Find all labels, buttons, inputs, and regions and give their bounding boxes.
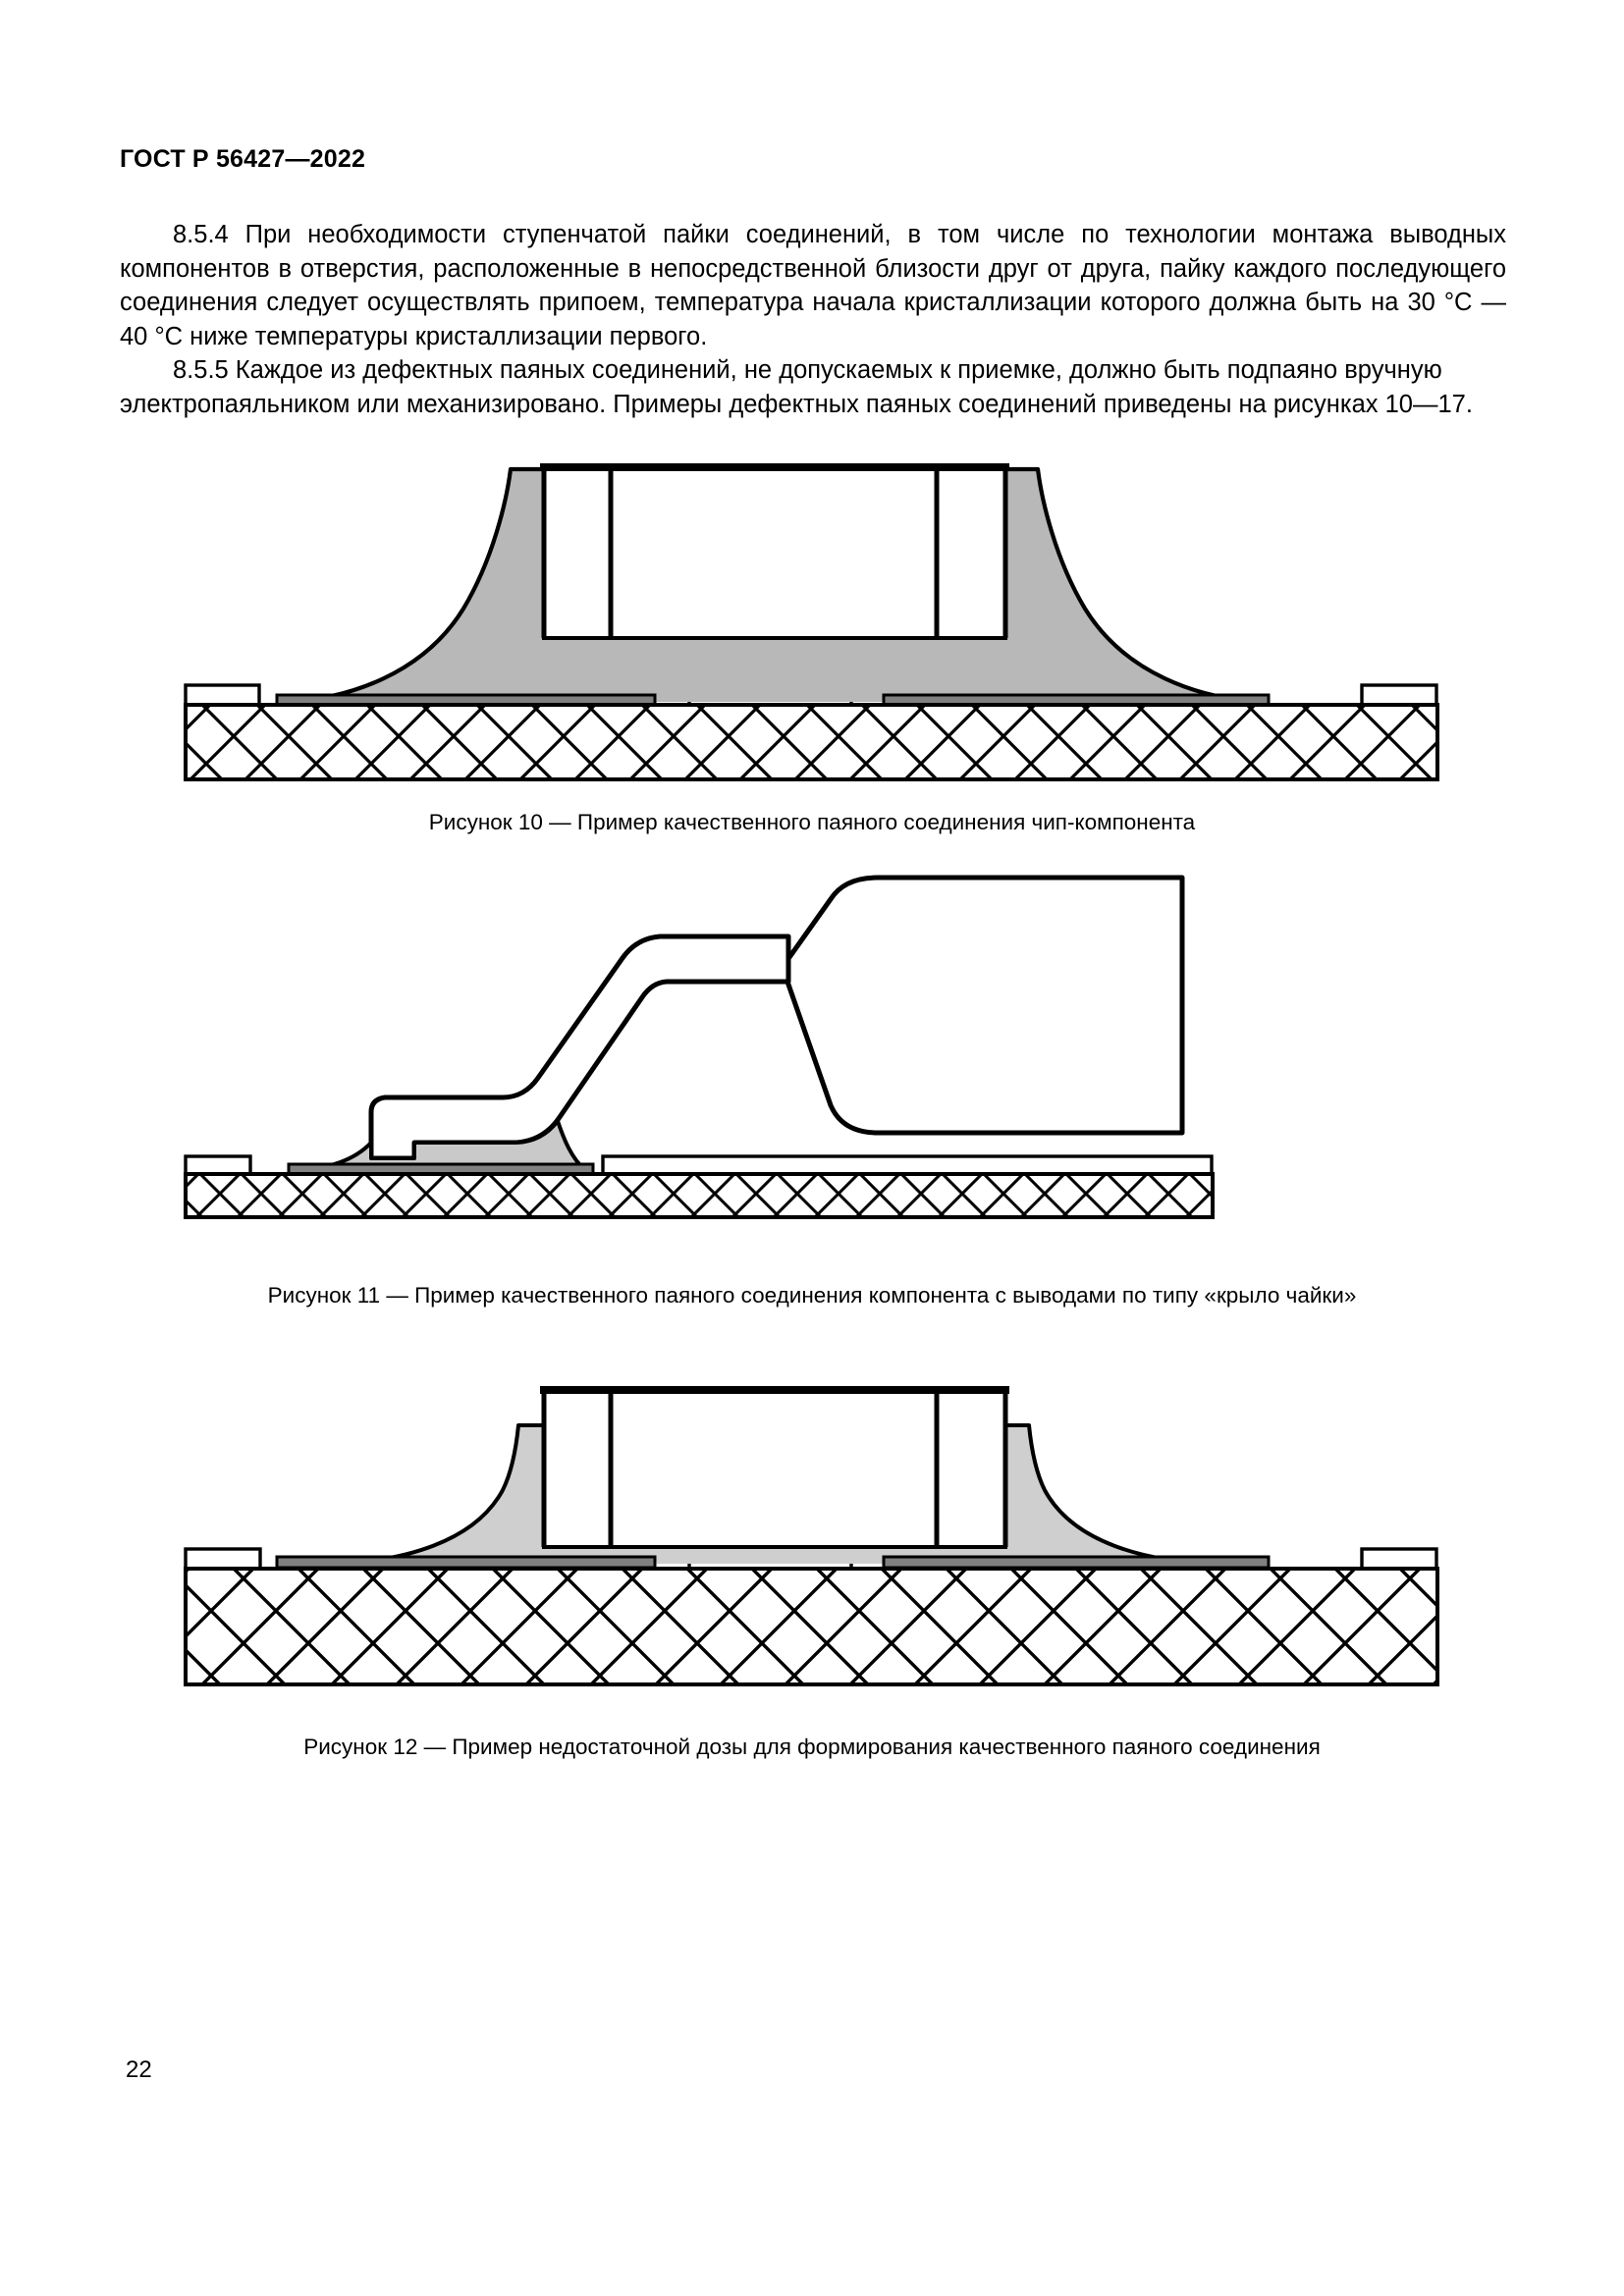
- solder-mask-left: [184, 1547, 262, 1571]
- copper-pad-left: [275, 1555, 657, 1570]
- document-header-standard-number: ГОСТ Р 56427—2022: [120, 145, 366, 173]
- component-body: [785, 875, 1185, 1136]
- page-number: 22: [126, 2056, 152, 2083]
- figure-11-caption: Рисунок 11 — Пример качественного паяног…: [267, 1283, 1357, 1308]
- chip-termination-right: [934, 465, 1008, 638]
- solder-mask-left: [184, 1154, 252, 1176]
- pcb-substrate-hatched: [184, 703, 1439, 781]
- pcb-substrate-hatched: [184, 1567, 1439, 1686]
- figure-12-illustration: [184, 1386, 1439, 1686]
- insufficient-solder-fillet-right: [1002, 1423, 1223, 1566]
- solder-mask-right: [1360, 1547, 1438, 1571]
- chip-termination-left: [541, 1388, 614, 1547]
- copper-pad-right: [601, 1154, 1214, 1176]
- figure-11-illustration: [184, 875, 1215, 1219]
- copper-pad-right: [882, 1555, 1271, 1570]
- body-text-block: 8.5.4 При необходимости ступенчатой пайк…: [120, 218, 1506, 421]
- gull-wing-lead: [368, 934, 791, 1161]
- pcb-substrate-hatched: [184, 1172, 1215, 1219]
- chip-termination-right: [934, 1388, 1008, 1547]
- solder-mask-right: [1360, 683, 1438, 707]
- figure-10-block: Рисунок 10 — Пример качественного паяног…: [0, 461, 1624, 836]
- solder-fillet: [293, 1119, 587, 1172]
- figure-12-block: Рисунок 12 — Пример недостаточной дозы д…: [0, 1384, 1624, 1761]
- insufficient-solder-fillet-left: [324, 1423, 546, 1566]
- solder-fillet-right: [1001, 466, 1270, 705]
- figure-12-caption: Рисунок 12 — Пример недостаточной дозы д…: [303, 1735, 1321, 1759]
- figure-10-illustration: [184, 463, 1439, 781]
- solder-mask-left: [184, 683, 261, 707]
- solder-under-chip: [513, 636, 1036, 702]
- figure-10-caption: Рисунок 10 — Пример качественного паяног…: [428, 810, 1196, 834]
- paragraph-8-5-4: 8.5.4 При необходимости ступенчатой пайк…: [120, 221, 1506, 350]
- solder-fillet-left: [279, 466, 547, 705]
- paragraph-8-5-5: 8.5.5 Каждое из дефектных паяных соедине…: [120, 356, 1473, 418]
- chip-termination-left: [541, 465, 614, 638]
- figure-11-block: Рисунок 11 — Пример качественного паяног…: [0, 864, 1624, 1309]
